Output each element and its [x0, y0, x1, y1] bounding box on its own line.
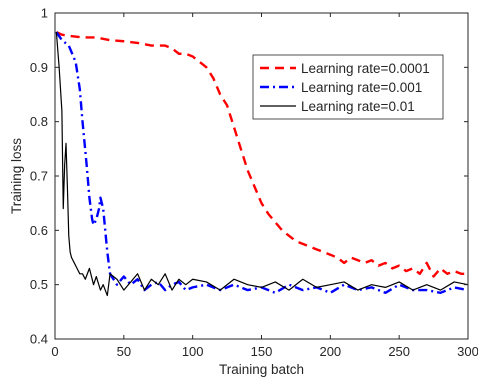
x-tick-label: 250 — [388, 344, 410, 359]
x-tick-label: 300 — [457, 344, 478, 359]
y-tick-label: 0.7 — [30, 169, 48, 184]
x-axis-title: Training batch — [219, 362, 304, 377]
y-axis-title: Training loss — [9, 138, 24, 214]
x-tick-label: 150 — [251, 344, 273, 359]
y-tick-label: 0.8 — [30, 114, 48, 129]
axes-layer: 0 50 100 150 200 250 300 0.4 0.5 0.6 0.7 0.8 0.9 1 — [30, 6, 478, 360]
y-tick-label: 0.4 — [30, 332, 48, 347]
series-line-1 — [55, 30, 468, 278]
legend-label-3: Learning rate=0.01 — [301, 99, 415, 114]
series-layer — [55, 30, 469, 297]
x-tick-label: 200 — [319, 344, 341, 359]
legend: Learning rate=0.0001 Learning rate=0.001 L… — [252, 54, 444, 120]
x-tick-label: 0 — [51, 344, 58, 359]
x-tick-label: 50 — [117, 344, 131, 359]
y-tick-label: 0.5 — [30, 277, 48, 292]
legend-label-1: Learning rate=0.0001 — [301, 61, 430, 76]
x-tick-label: 100 — [182, 344, 204, 359]
series-line-3 — [55, 31, 469, 297]
y-tick-label: 0.6 — [30, 223, 48, 238]
y-tick-label: 0.9 — [30, 60, 48, 75]
y-tick-label: 1 — [41, 6, 48, 21]
legend-label-2: Learning rate=0.001 — [301, 80, 422, 95]
